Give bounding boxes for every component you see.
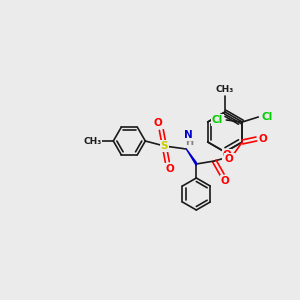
Text: CH₃: CH₃ xyxy=(216,85,234,94)
Text: O: O xyxy=(221,176,230,186)
Text: S: S xyxy=(160,141,168,151)
Text: O: O xyxy=(225,154,234,164)
Text: O: O xyxy=(223,150,231,160)
Text: O: O xyxy=(166,164,175,174)
Text: H: H xyxy=(185,137,194,147)
Text: O: O xyxy=(154,118,163,128)
Text: Cl: Cl xyxy=(262,112,273,122)
Polygon shape xyxy=(186,149,196,166)
Text: N: N xyxy=(184,130,193,140)
Text: CH₃: CH₃ xyxy=(83,136,101,146)
Text: O: O xyxy=(259,134,268,144)
Text: Cl: Cl xyxy=(212,115,223,125)
